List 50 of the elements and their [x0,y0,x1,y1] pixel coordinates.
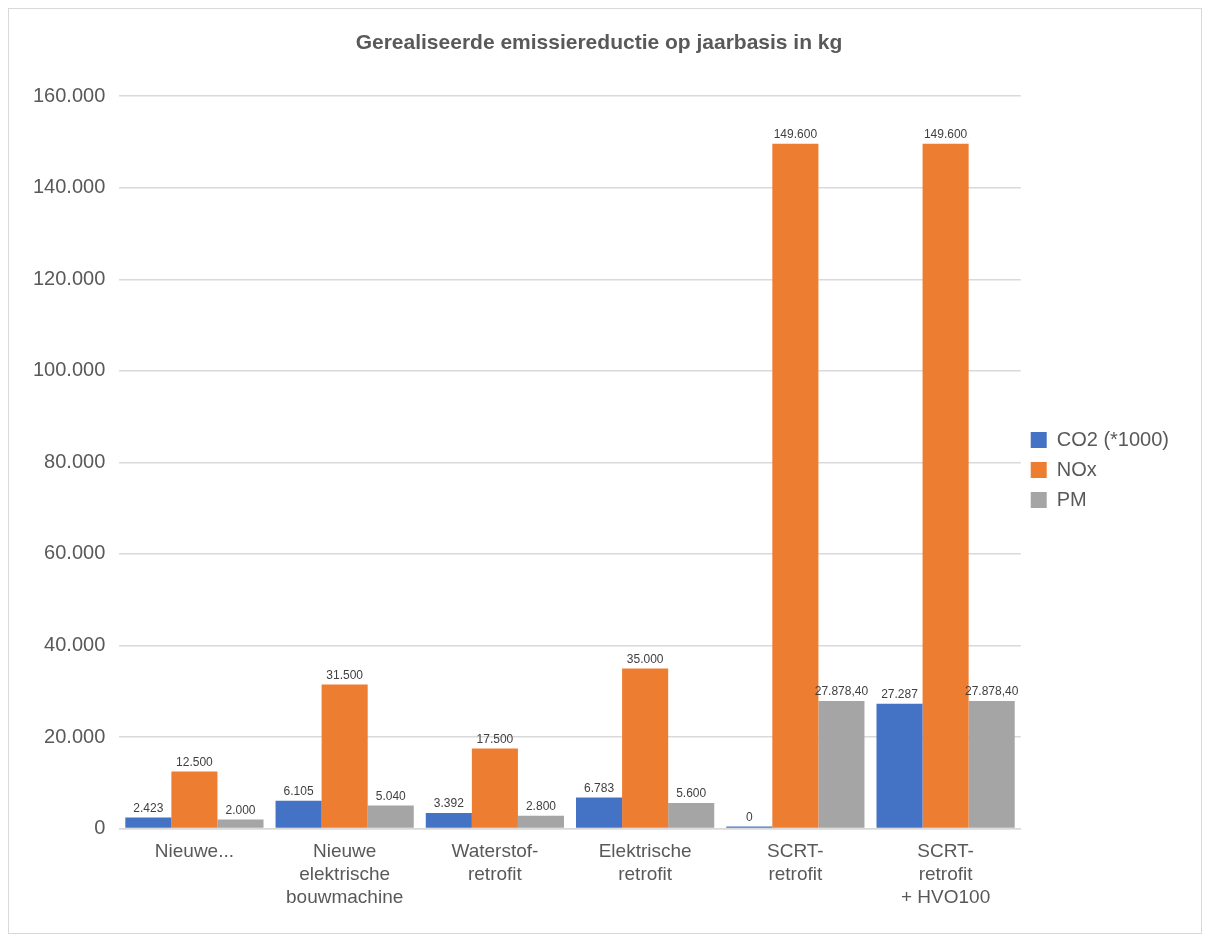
data-label: 35.000 [626,651,664,666]
bar [275,800,322,828]
bar [876,703,923,828]
bar [367,805,414,828]
bar [818,700,865,828]
data-label: 149.600 [773,127,818,142]
data-label: 2.423 [133,800,164,815]
data-label: 2.000 [225,802,256,817]
bar [425,813,472,828]
data-label: 5.040 [375,788,407,803]
y-tick-label: 60.000 [44,541,106,564]
x-tick-label: Nieuwe elektrische bouwmachine [286,840,404,907]
data-label: 17.500 [476,731,514,746]
data-label: 5.600 [676,786,707,801]
legend-label: PM [1056,487,1087,510]
legend-label: CO2 (*1000) [1056,427,1170,450]
bar [217,819,264,828]
data-label: 3.392 [433,796,465,811]
y-tick-label: 140.000 [33,175,106,198]
data-label: 149.600 [923,127,968,142]
data-label: 0 [745,809,753,824]
y-tick-label: 80.000 [44,449,106,472]
bar [171,771,218,828]
x-tick-label: SCRT-retrofit + HVO100 [900,840,991,907]
bar [125,817,172,828]
legend-label: NOx [1056,457,1097,480]
data-label: 2.800 [525,799,557,814]
x-tick-label: Elektrische retrofit [598,840,692,885]
bar [668,802,715,828]
bar [517,815,564,828]
data-label: 27.287 [881,687,919,702]
y-tick-label: 160.000 [33,83,106,106]
bar [321,684,368,828]
bar [576,797,623,828]
y-tick-label: 120.000 [33,266,106,289]
x-tick-label: SCRT-retrofit [767,840,824,885]
chart-title: Gerealiseerde emissiereductie op jaarbasis in kg [355,30,843,54]
data-label: 6.783 [584,780,615,795]
y-tick-label: 100.000 [33,358,106,381]
bar [968,700,1015,828]
y-tick-label: 0 [94,816,106,839]
x-tick-label: Waterstof-retrofit [451,840,539,885]
bar [471,748,518,828]
bar [622,668,669,828]
data-label: 12.500 [176,754,214,769]
x-tick-label: Nieuwe... [154,840,235,862]
data-label: 6.105 [283,783,314,798]
data-label: 31.500 [326,667,364,682]
y-tick-label: 40.000 [44,633,106,656]
y-tick-label: 20.000 [44,724,106,747]
